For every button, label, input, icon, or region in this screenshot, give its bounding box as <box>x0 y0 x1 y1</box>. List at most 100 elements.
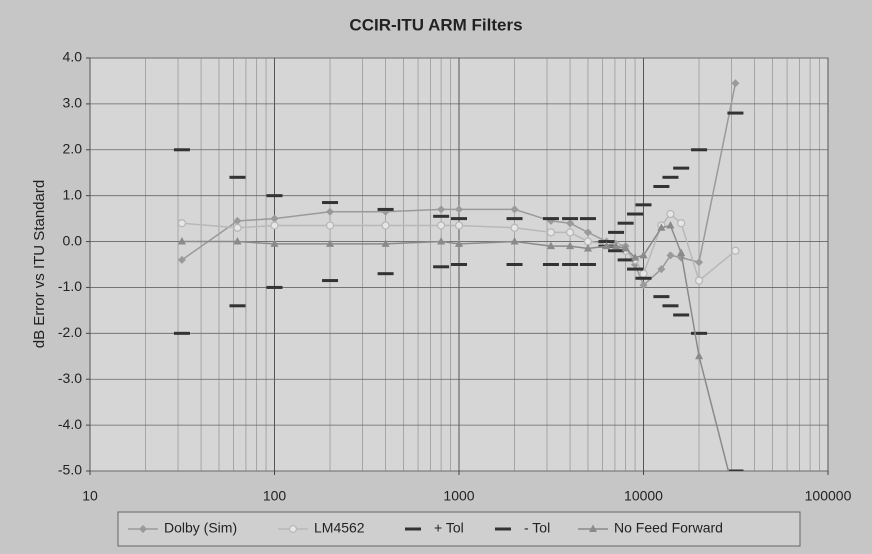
point <box>377 207 394 211</box>
point <box>433 265 450 269</box>
point <box>270 221 279 230</box>
point <box>326 239 335 247</box>
point <box>635 203 652 207</box>
point <box>579 263 596 266</box>
y-tick-label: 4.0 <box>63 49 83 65</box>
point <box>565 228 575 237</box>
point <box>381 221 390 230</box>
point <box>589 524 597 532</box>
point <box>546 241 555 250</box>
point <box>510 205 519 214</box>
point <box>377 272 394 276</box>
x-tick-label: 10 <box>82 488 98 504</box>
point <box>583 228 592 237</box>
x-tick-label: 100 <box>263 488 287 504</box>
point <box>437 237 446 245</box>
point <box>177 255 186 264</box>
point <box>562 263 579 266</box>
point <box>270 214 279 223</box>
point <box>666 251 675 260</box>
point <box>639 250 648 259</box>
point <box>270 239 279 247</box>
point <box>437 205 446 214</box>
x-tick-label: 100000 <box>805 488 852 504</box>
point <box>666 209 675 219</box>
point <box>546 228 556 237</box>
point <box>579 217 596 221</box>
point <box>731 246 740 255</box>
point <box>691 148 708 152</box>
point <box>631 253 640 261</box>
legend-label: - Tol <box>524 520 550 536</box>
point <box>436 221 446 230</box>
point <box>695 351 704 360</box>
y-tick-label: 3.0 <box>63 95 83 111</box>
chart-title: CCIR-ITU ARM Filters <box>349 15 522 34</box>
point <box>229 175 246 179</box>
y-tick-label: -5.0 <box>58 462 82 478</box>
point <box>617 221 634 225</box>
y-tick-label: 0.0 <box>63 232 83 248</box>
point <box>583 243 592 252</box>
point <box>173 331 190 335</box>
point <box>510 223 519 232</box>
point <box>177 219 187 228</box>
x-tick-label: 1000 <box>443 488 474 504</box>
point <box>233 216 242 225</box>
y-axis-title: dB Error vs ITU Standard <box>31 180 48 348</box>
y-tick-label: -4.0 <box>58 416 82 432</box>
point <box>657 265 666 274</box>
point <box>542 217 559 221</box>
point <box>653 295 670 299</box>
point <box>454 221 464 230</box>
point <box>639 269 648 278</box>
point <box>731 79 740 88</box>
point <box>506 217 523 221</box>
y-tick-label: 2.0 <box>63 140 83 156</box>
point <box>451 217 467 221</box>
point <box>677 219 686 228</box>
y-tick-label: 1.0 <box>63 186 83 202</box>
point <box>325 221 335 230</box>
point <box>666 220 675 229</box>
point <box>691 331 708 335</box>
point <box>695 258 704 267</box>
legend-label: Dolby (Sim) <box>164 520 237 536</box>
point <box>662 304 679 308</box>
point <box>177 237 186 245</box>
point <box>381 239 390 247</box>
x-tick-label: 10000 <box>624 488 663 504</box>
point <box>621 243 630 252</box>
point <box>233 223 242 232</box>
y-tick-label: -1.0 <box>58 278 82 294</box>
point <box>455 239 463 247</box>
point <box>495 527 511 531</box>
point <box>677 248 686 257</box>
point <box>322 279 339 283</box>
point <box>639 281 648 290</box>
point <box>233 237 242 245</box>
point <box>617 258 634 262</box>
point <box>229 304 246 308</box>
legend-label: No Feed Forward <box>614 520 723 536</box>
point <box>694 276 704 285</box>
point <box>727 111 744 115</box>
point <box>635 276 652 280</box>
point <box>562 217 579 221</box>
point <box>506 263 523 266</box>
point <box>673 166 690 170</box>
point <box>612 241 621 250</box>
point <box>627 267 644 271</box>
point <box>727 469 744 471</box>
legend-label: LM4562 <box>314 520 365 536</box>
point <box>566 241 575 250</box>
point <box>266 285 283 289</box>
point <box>288 524 298 534</box>
point <box>266 194 283 198</box>
point <box>542 263 559 266</box>
point <box>326 207 335 216</box>
point <box>566 219 575 228</box>
point <box>451 263 467 266</box>
point <box>608 249 625 253</box>
